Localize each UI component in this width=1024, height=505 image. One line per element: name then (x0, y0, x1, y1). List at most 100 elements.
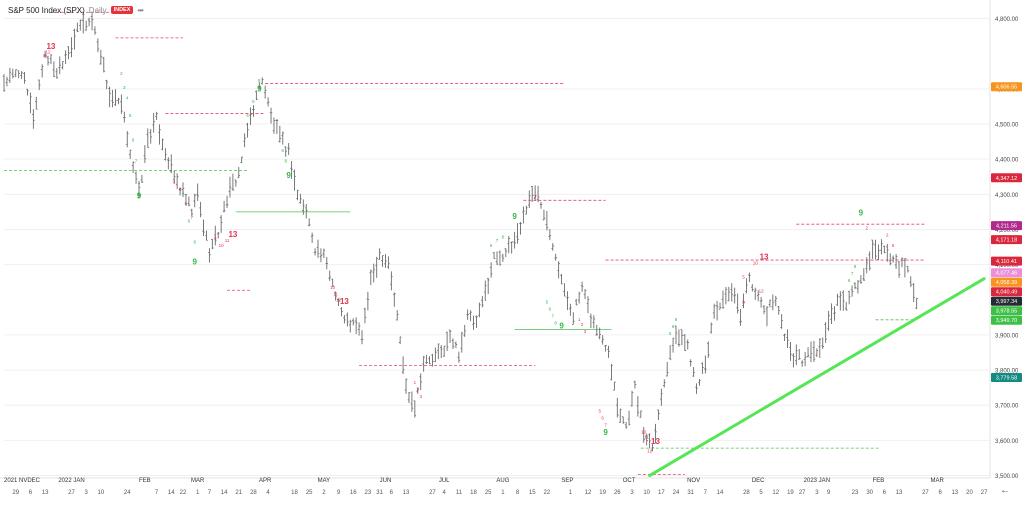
chart-header: S&P 500 Index (SPX) Daily INDEX ••• (8, 4, 144, 16)
price-label-text: 4,110.41 (996, 259, 1017, 265)
sequential-count-label: 7 (135, 159, 138, 164)
x-day-label: 14 (168, 490, 175, 496)
sequential-count-label: 7 (191, 215, 194, 220)
sequential-count-label: 4 (246, 113, 249, 118)
x-day-label: 7 (155, 490, 159, 496)
price-label-badge (991, 277, 1022, 287)
x-day-label: 28 (743, 490, 750, 496)
x-day-label: 9 (827, 490, 831, 496)
sequential-count-label: 8 (675, 317, 678, 322)
sequential-count-label: 7 (551, 313, 554, 318)
x-day-label: 25 (306, 490, 313, 496)
price-label-text: 4,058.39 (996, 280, 1017, 286)
sequential-count-label: 4 (126, 95, 129, 100)
price-label-badge (991, 315, 1022, 325)
sequential-count-label: 5 (669, 331, 672, 336)
x-day-label: 22 (180, 490, 187, 496)
x-day-label: 1 (569, 490, 573, 496)
sequential-count-label: 5 (892, 243, 895, 248)
sequential-count-label: 8 (502, 234, 505, 239)
ellipsis-icon[interactable]: ••• (137, 5, 143, 15)
sequential-count-label: 5 (742, 275, 745, 280)
sequential-count-label: 10 (219, 243, 225, 248)
price-label-badge (991, 287, 1022, 297)
x-month-label: AUG (496, 478, 509, 484)
sequential-count-label: 9 (559, 322, 564, 331)
x-day-label: 22 (544, 490, 551, 496)
sequential-count-label: 2 (886, 232, 889, 237)
arrow-left-icon[interactable]: ← (1000, 485, 1010, 496)
chart-interval[interactable]: Daily (88, 5, 107, 15)
x-month-label: DEC (752, 478, 765, 484)
sequential-count-label: 1 (578, 317, 581, 322)
x-day-label: 21 (235, 490, 242, 496)
x-day-label: 31 (687, 490, 694, 496)
x-day-label: 25 (485, 490, 492, 496)
sequential-count-label: 8 (258, 78, 261, 83)
price-label-text: 3,997.34 (996, 299, 1017, 305)
x-day-label: 1 (196, 490, 200, 496)
sequential-count-label: 5 (598, 408, 601, 413)
x-month-label: SEP (561, 478, 573, 484)
price-label-text: 4,606.55 (996, 85, 1017, 91)
x-day-label: 30 (866, 490, 873, 496)
x-day-label: 28 (250, 490, 257, 496)
x-day-label: 27 (68, 490, 75, 496)
sequential-count-label: 8 (854, 264, 857, 269)
x-month-label: 2022 JAN (58, 478, 84, 484)
sequential-count-label: 6 (672, 324, 675, 329)
sequential-count-label: 12 (46, 50, 52, 55)
x-day-label: 12 (772, 490, 779, 496)
sequential-count-label: 13 (228, 230, 237, 239)
x-day-label: 23 (852, 490, 859, 496)
sequential-count-label: 11 (225, 238, 230, 243)
sequential-count-label: 8 (554, 320, 557, 325)
trendline[interactable] (648, 277, 986, 478)
sequential-count-label: 12 (647, 449, 653, 454)
x-day-label: 7 (704, 490, 708, 496)
price-label-badge (991, 268, 1022, 278)
x-day-label: 24 (124, 490, 131, 496)
x-day-label: 10 (643, 490, 650, 496)
x-month-label: NOV (687, 478, 700, 484)
sequential-count-label: 13 (760, 252, 769, 261)
sequential-count-label: 5 (179, 187, 182, 192)
sequential-count-label: 11 (333, 292, 338, 297)
sequential-count-label: 1 (414, 380, 417, 385)
x-month-label: APR (259, 478, 272, 484)
sequential-count-label: 8 (193, 240, 196, 245)
sequential-count-label: 9 (512, 212, 517, 221)
sequential-count-label: 4 (173, 180, 176, 185)
x-day-label: 27 (429, 490, 436, 496)
sequential-count-label: 8 (284, 159, 287, 164)
x-day-label: 9 (337, 490, 341, 496)
sequential-count-label: 3 (419, 394, 422, 399)
x-day-label: 26 (614, 490, 621, 496)
x-day-label: 3 (815, 490, 819, 496)
x-day-label: 6 (938, 490, 942, 496)
y-tick-label: 3,700.00 (995, 404, 1019, 410)
x-month-label: MAR (931, 478, 945, 484)
x-day-label: 27 (981, 490, 988, 496)
sequential-count-label: 6 (252, 99, 255, 104)
x-day-label: 13 (403, 490, 410, 496)
price-label-badge (991, 296, 1022, 306)
sequential-count-label: 6 (185, 201, 188, 206)
sequential-count-label: 8 (214, 236, 217, 241)
sequential-count-label: 9 (193, 258, 198, 267)
x-day-label: 15 (529, 490, 536, 496)
price-label-text: 3,978.55 (996, 309, 1017, 315)
price-label-text: 4,211.56 (996, 224, 1017, 230)
y-tick-label: 3,800.00 (995, 369, 1019, 375)
x-month-label: MAY (318, 478, 331, 484)
price-label-badge (991, 82, 1022, 92)
x-month-label: FEB (873, 478, 885, 484)
x-day-label: 8 (516, 490, 520, 496)
sequential-count-label: 11 (644, 435, 649, 440)
x-day-label: 5 (759, 490, 763, 496)
sequential-count-label: 3 (584, 329, 587, 334)
price-label-badge (991, 256, 1022, 266)
price-label-text: 4,040.49 (996, 290, 1017, 296)
sequential-count-label: 9 (603, 428, 608, 437)
